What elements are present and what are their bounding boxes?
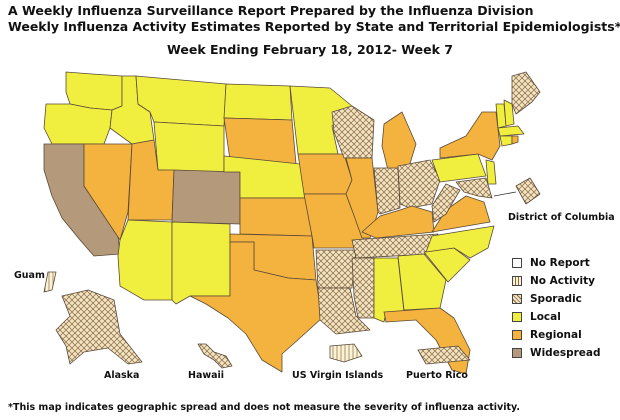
state-washington xyxy=(65,71,123,111)
territory-puerto-rico xyxy=(417,345,471,365)
state-new-york xyxy=(439,111,501,161)
week-label: Week Ending February 18, 2012- Week 7 xyxy=(167,42,453,57)
state-texas xyxy=(189,241,323,373)
label-dc: District of Columbia xyxy=(508,212,615,223)
state-georgia xyxy=(397,253,447,311)
legend-item-sporadic: Sporadic xyxy=(512,290,601,308)
report-subtitle: Weekly Influenza Activity Estimates Repo… xyxy=(8,19,620,34)
state-ohio xyxy=(397,159,441,209)
legend-label: Sporadic xyxy=(530,293,582,305)
legend: No Report No Activity Sporadic Local Reg… xyxy=(512,254,601,362)
label-hawaii: Hawaii xyxy=(188,370,225,381)
legend-item-widespread: Widespread xyxy=(512,344,601,362)
legend-item-regional: Regional xyxy=(512,326,601,344)
legend-label: No Report xyxy=(530,257,590,269)
dc-inset xyxy=(515,177,541,205)
legend-item-no-report: No Report xyxy=(512,254,601,272)
label-alaska: Alaska xyxy=(104,370,140,381)
legend-label: Widespread xyxy=(530,347,601,359)
state-arkansas xyxy=(315,249,357,289)
state-north-carolina xyxy=(425,225,495,259)
state-arizona xyxy=(117,219,173,301)
territory-guam xyxy=(43,271,57,293)
state-maine xyxy=(511,71,541,115)
footnote: *This map indicates geographic spread an… xyxy=(8,402,520,413)
legend-item-local: Local xyxy=(512,308,601,326)
state-kansas xyxy=(239,197,313,237)
state-mississippi xyxy=(351,257,375,319)
legend-label: No Activity xyxy=(530,275,595,287)
swatch-regional xyxy=(512,330,522,340)
state-new-jersey xyxy=(485,159,497,185)
state-nevada xyxy=(83,143,133,241)
territory-alaska xyxy=(55,289,143,365)
swatch-local xyxy=(512,312,522,322)
state-indiana xyxy=(373,167,401,215)
territory-virgin-islands xyxy=(329,343,363,363)
state-minnesota xyxy=(289,85,353,155)
state-wisconsin xyxy=(331,105,375,159)
swatch-no-report xyxy=(512,258,522,268)
territory-hawaii xyxy=(197,343,233,369)
swatch-sporadic xyxy=(512,294,522,304)
state-wyoming xyxy=(153,121,225,173)
state-oregon xyxy=(43,103,113,145)
label-virgin-islands: US Virgin Islands xyxy=(292,370,384,381)
legend-item-no-activity: No Activity xyxy=(512,272,601,290)
state-colorado xyxy=(171,169,241,225)
swatch-widespread xyxy=(512,348,522,358)
state-michigan xyxy=(381,111,417,171)
state-kentucky xyxy=(361,205,435,239)
state-rhode-island xyxy=(511,135,519,145)
state-massachusetts xyxy=(497,125,525,137)
state-illinois xyxy=(345,157,379,239)
legend-label: Local xyxy=(530,311,561,323)
label-guam: Guam xyxy=(14,270,45,281)
legend-label: Regional xyxy=(530,329,582,341)
state-new-hampshire xyxy=(503,99,515,127)
dc-pointer xyxy=(493,191,517,197)
state-maryland xyxy=(455,177,493,199)
state-connecticut xyxy=(499,135,513,147)
swatch-no-activity xyxy=(512,276,522,286)
state-louisiana xyxy=(317,287,371,335)
label-puerto-rico: Puerto Rico xyxy=(406,370,468,381)
state-north-dakota xyxy=(223,83,293,121)
state-west-virginia xyxy=(431,183,461,223)
state-iowa xyxy=(297,153,353,195)
state-new-mexico xyxy=(171,221,231,305)
report-title: A Weekly Influenza Surveillance Report P… xyxy=(8,3,534,18)
